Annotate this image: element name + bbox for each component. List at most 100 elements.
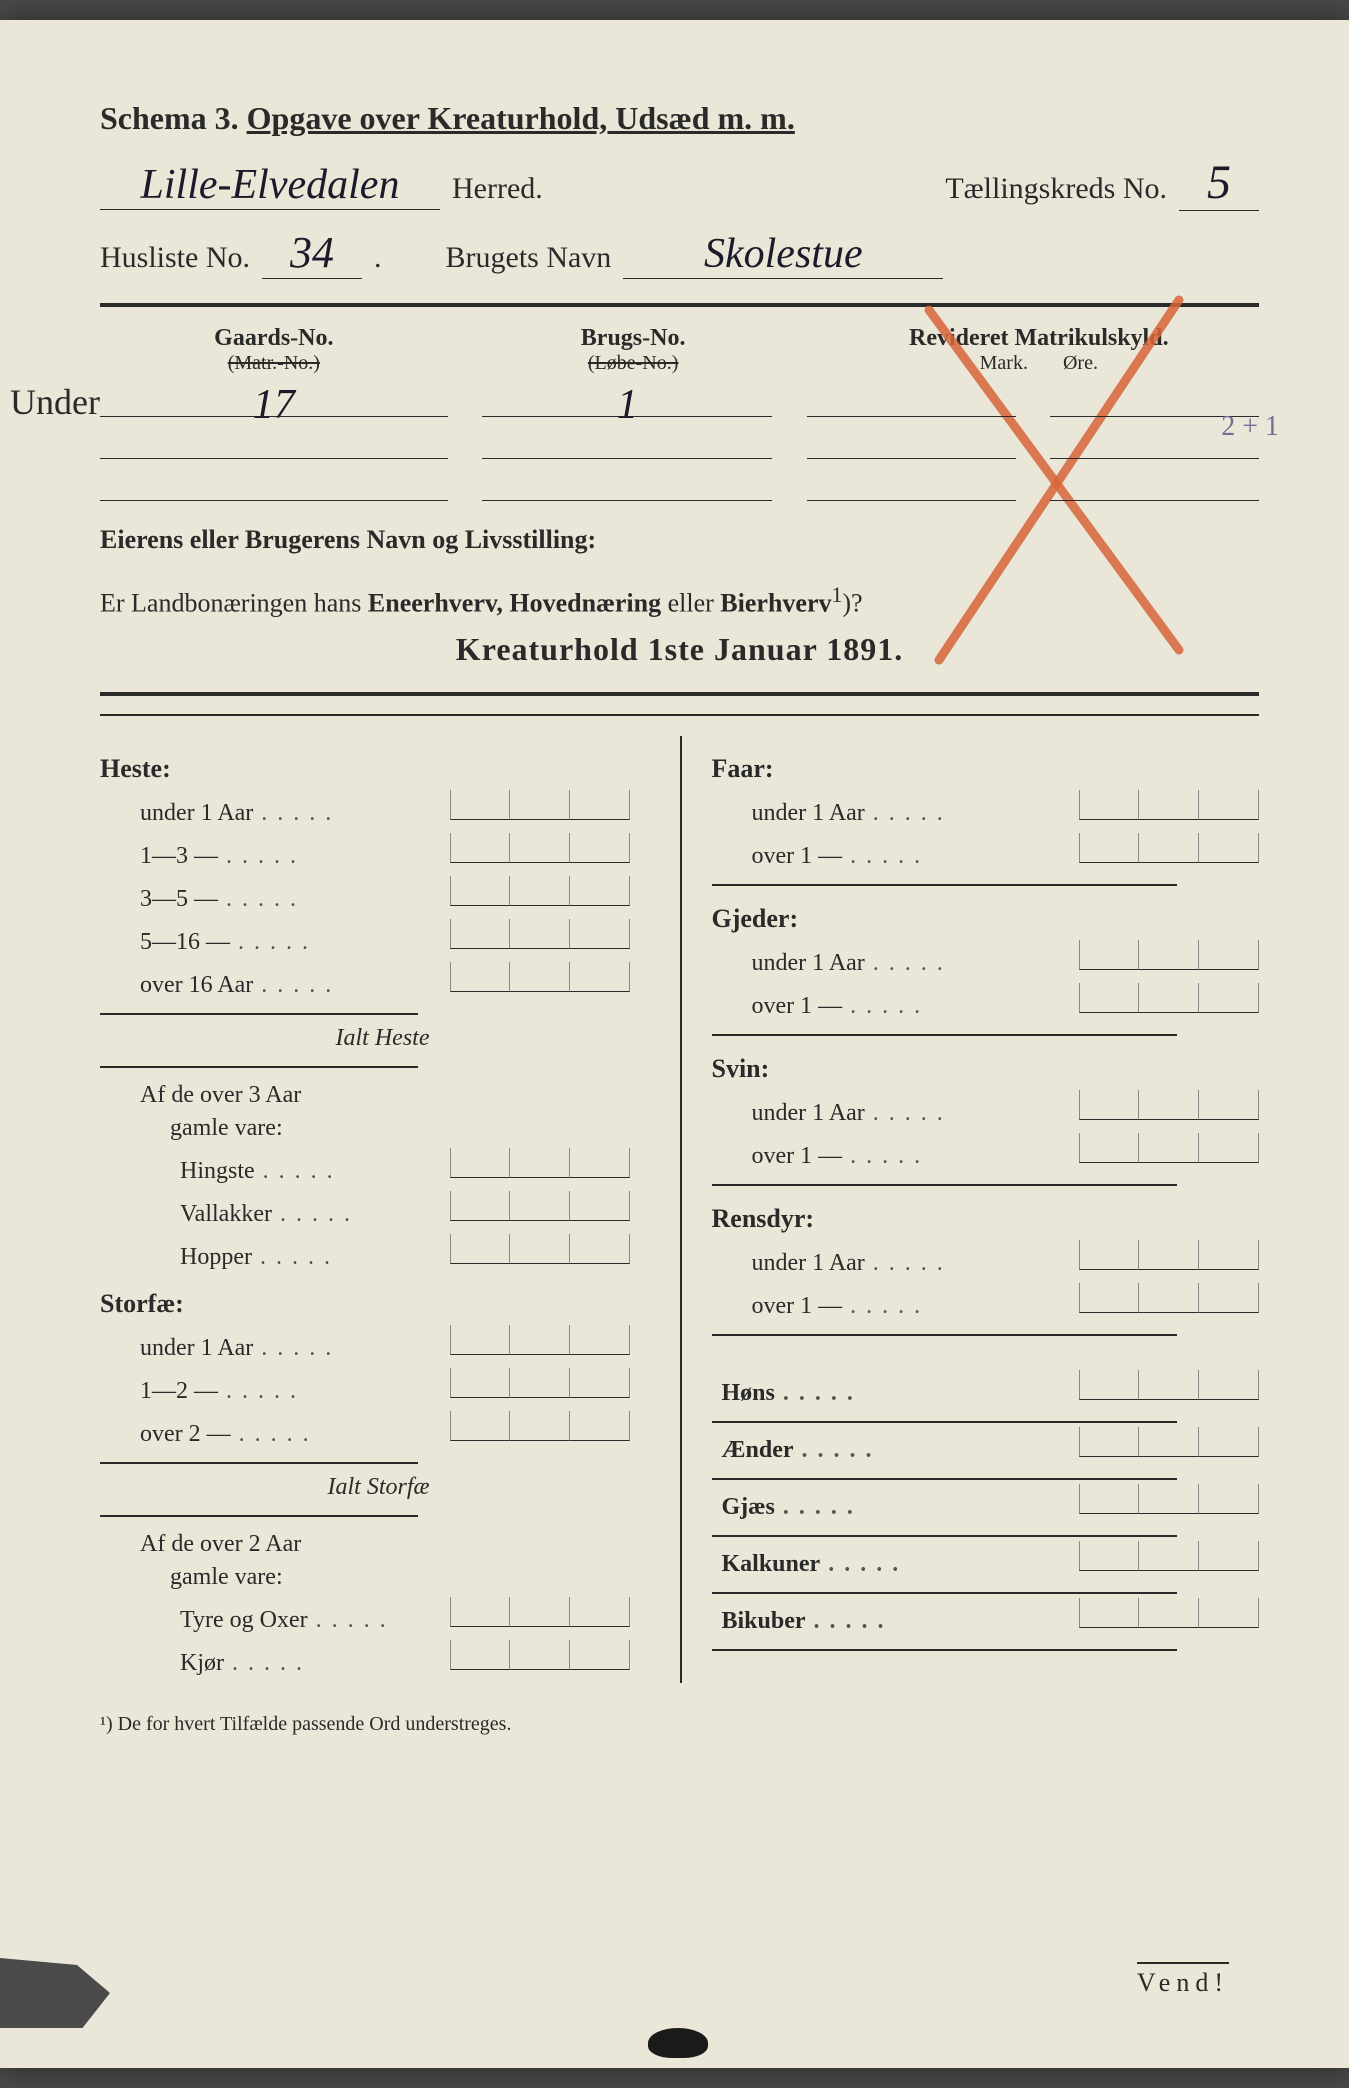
row-label: under 1 Aar (752, 950, 1080, 977)
value-cell (1199, 790, 1259, 820)
husliste-row: Husliste No. 34. Brugets Navn Skolestue (100, 227, 1259, 279)
value-cell (1139, 1240, 1199, 1270)
table-row: under 1 Aar (712, 790, 1260, 827)
value-cell (1139, 1133, 1199, 1163)
value-cell (450, 1325, 510, 1355)
row-label: under 1 Aar (752, 1250, 1080, 1277)
value-cell (1079, 1370, 1139, 1400)
value-cell (1199, 1484, 1259, 1514)
value-cells (450, 1597, 630, 1627)
af3-label: Af de over 3 Aar (100, 1082, 630, 1109)
value-cell (570, 1234, 630, 1264)
brugs-header: Brugs-No. (488, 325, 778, 352)
value-cells (450, 833, 630, 863)
brug-label: Brugets Navn (446, 241, 612, 275)
mark-cell (807, 381, 1016, 417)
value-cell (1199, 940, 1259, 970)
table-row: under 1 Aar (712, 1240, 1260, 1277)
row-label: under 1 Aar (752, 800, 1080, 827)
tk-label: Tællingskreds No. (945, 172, 1167, 206)
main-title: Opgave over Kreaturhold, Udsæd m. m. (247, 100, 795, 136)
value-cells (450, 790, 630, 820)
value-cell (570, 876, 630, 906)
value-cell (510, 1368, 570, 1398)
value-cell (450, 962, 510, 992)
value-cell (450, 1597, 510, 1627)
value-cell (1079, 1427, 1139, 1457)
table-row: under 1 Aar (712, 1090, 1260, 1127)
table-row: 5—16 — (100, 919, 630, 956)
value-cell (570, 1368, 630, 1398)
heste-header: Heste: (100, 754, 630, 784)
schema-label: Schema 3. (100, 100, 239, 136)
value-cells (1079, 1541, 1259, 1571)
value-cell (450, 790, 510, 820)
row-label: 1—2 — (140, 1378, 450, 1405)
value-cell (1079, 1484, 1139, 1514)
tk-value: 5 (1179, 155, 1259, 211)
value-cells (1079, 1370, 1259, 1400)
row-label: under 1 Aar (140, 800, 450, 827)
column-headers: Gaards-No. (Matr.-No.) Brugs-No. (Løbe-N… (100, 325, 1259, 375)
value-cell (1079, 1283, 1139, 1313)
value-cell (1079, 1598, 1139, 1628)
husliste-label: Husliste No. (100, 241, 250, 275)
svin-header: Svin: (712, 1054, 1260, 1084)
value-cell (1079, 983, 1139, 1013)
ore-label: Øre. (1063, 352, 1098, 374)
value-cells (1079, 1133, 1259, 1163)
value-cells (450, 1411, 630, 1441)
table-row: over 1 — (712, 1133, 1260, 1170)
value-cell (510, 1234, 570, 1264)
mark-label: Mark. (980, 352, 1028, 374)
kreatur-title: Kreaturhold 1ste Januar 1891. (100, 631, 1259, 668)
row-label: under 1 Aar (140, 1335, 450, 1362)
value-cells (450, 1191, 630, 1221)
gaards-sub: (Matr.-No.) (100, 352, 448, 375)
value-cell (510, 1411, 570, 1441)
row-label: Høns (722, 1380, 1080, 1407)
row-label: over 16 Aar (140, 972, 450, 999)
value-cell (570, 1325, 630, 1355)
value-cell (1199, 1370, 1259, 1400)
divider (100, 692, 1259, 696)
value-cell (1139, 1598, 1199, 1628)
gaards-value: 17 (100, 381, 448, 417)
brugs-sub: (Løbe-No.) (488, 352, 778, 375)
table-row: over 1 — (712, 983, 1260, 1020)
value-cell (510, 1191, 570, 1221)
table-row: Ænder (712, 1427, 1260, 1464)
value-cell (450, 1640, 510, 1670)
table-row: 1—3 — (100, 833, 630, 870)
value-cell (1139, 833, 1199, 863)
row-label: over 1 — (752, 993, 1080, 1020)
value-cell (1139, 1427, 1199, 1457)
row-label: over 1 — (752, 843, 1080, 870)
value-cell (1139, 983, 1199, 1013)
row-label: under 1 Aar (752, 1100, 1080, 1127)
value-cells (1079, 1240, 1259, 1270)
value-cells (1079, 940, 1259, 970)
animal-columns: Heste: under 1 Aar1—3 —3—5 —5—16 —over 1… (100, 736, 1259, 1683)
value-cell (510, 919, 570, 949)
pencil-annotation: 2 + 1 (1221, 411, 1279, 443)
value-cell (510, 1597, 570, 1627)
value-cell (510, 833, 570, 863)
row-label: 5—16 — (140, 929, 450, 956)
value-cell (450, 833, 510, 863)
left-column: Heste: under 1 Aar1—3 —3—5 —5—16 —over 1… (100, 736, 680, 1683)
value-cell (570, 1597, 630, 1627)
row-label: Vallakker (180, 1201, 450, 1228)
value-cells (1079, 1283, 1259, 1313)
value-cell (1079, 1090, 1139, 1120)
value-cell (1199, 983, 1259, 1013)
table-row: 1—2 — (100, 1368, 630, 1405)
af2-label: Af de over 2 Aar (100, 1531, 630, 1558)
table-row: Bikuber (712, 1598, 1260, 1635)
value-cell (450, 1191, 510, 1221)
footnote: ¹) De for hvert Tilfælde passende Ord un… (100, 1713, 1259, 1736)
table-row: under 1 Aar (100, 790, 630, 827)
table-row: Gjæs (712, 1484, 1260, 1521)
value-cell (1139, 1090, 1199, 1120)
rev-header: Revideret Matrikulskyld. (819, 325, 1259, 352)
